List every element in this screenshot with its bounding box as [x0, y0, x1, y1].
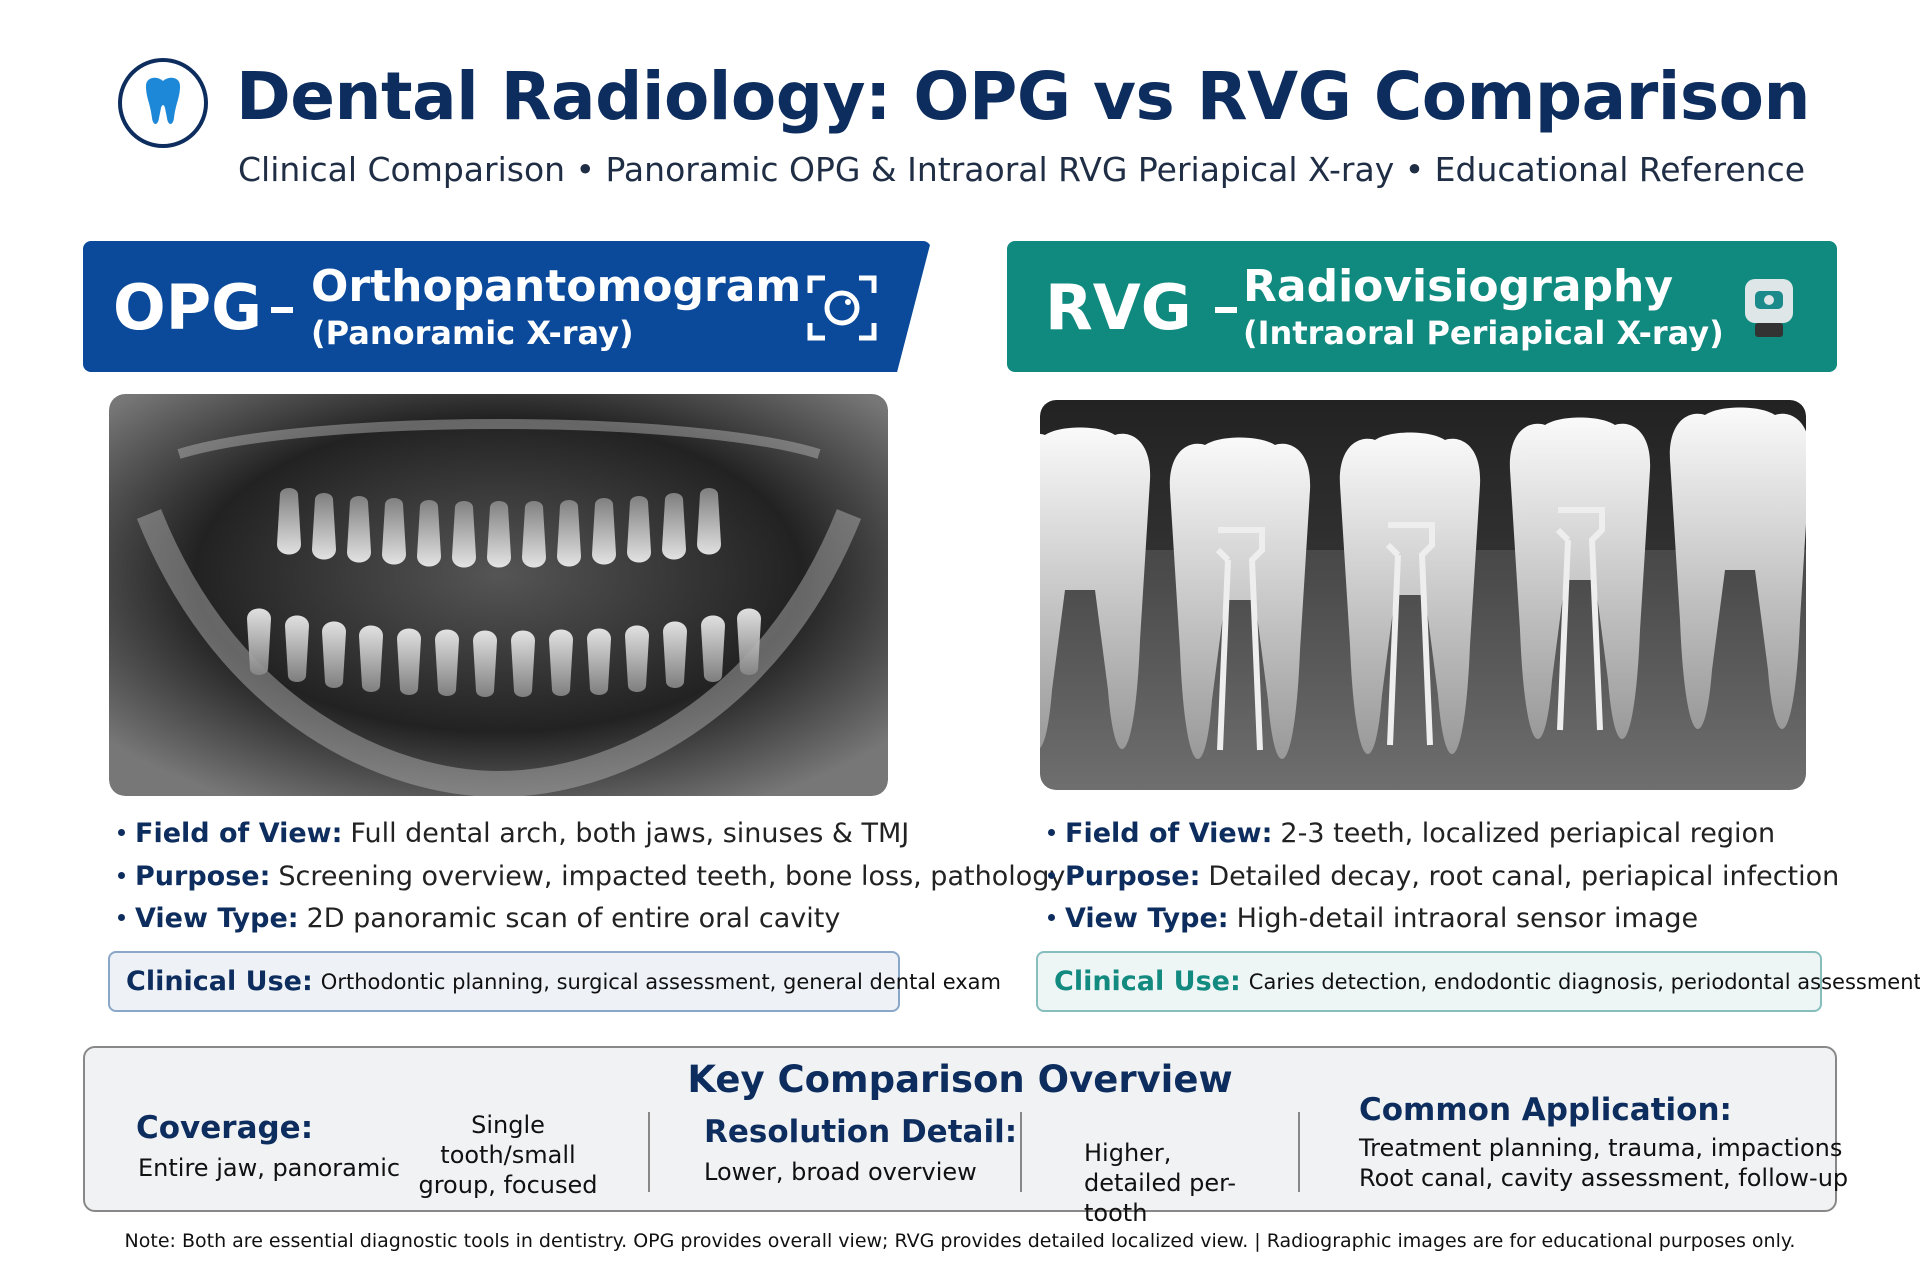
bullet-dot	[118, 871, 125, 879]
dash	[1215, 307, 1237, 313]
overview-opg: Lower, broad overview	[704, 1158, 977, 1186]
bullet-dot	[118, 828, 125, 836]
overview-opg: Treatment planning, trauma, impactions	[1359, 1134, 1843, 1162]
divider	[1298, 1112, 1300, 1192]
bullet-label: Field of View:	[1065, 818, 1273, 849]
overview-label: Resolution Detail:	[704, 1114, 1018, 1150]
sensor-icon	[1745, 279, 1793, 337]
bullet-dot	[1048, 828, 1055, 836]
bullet-text: High-detail intraoral sensor image	[1236, 903, 1699, 934]
bullet-label: Field of View:	[135, 818, 343, 849]
tooth-logo	[118, 58, 208, 148]
bullet-label: View Type:	[135, 903, 299, 934]
bullet-label: Purpose:	[1065, 861, 1201, 892]
bullet-item: View Type: 2D panoramic scan of entire or…	[118, 903, 840, 934]
bullet-label: Purpose:	[135, 861, 271, 892]
bullet-text: Screening overview, impacted teeth, bone…	[278, 861, 1066, 892]
panel-code: RVG	[1045, 271, 1192, 344]
opg-header: OPG Orthopantomogram (Panoramic X-ray)	[83, 241, 931, 372]
bullet-item: Purpose: Detailed decay, root canal, peri…	[1048, 861, 1839, 892]
page-title: Dental Radiology: OPG vs RVG Comparison	[236, 58, 1810, 135]
clinical-label: Clinical Use:	[1054, 966, 1241, 997]
clinical-use-box: Clinical Use: Orthodontic planning, surgi…	[108, 951, 1001, 1012]
panel-name: Radiovisiography	[1243, 261, 1674, 312]
overview-label: Common Application:	[1359, 1092, 1732, 1128]
bullet-label: View Type:	[1065, 903, 1229, 934]
overview-box: Key Comparison Overview Coverage: Entire…	[83, 1046, 1848, 1227]
clinical-text: Orthodontic planning, surgical assessmen…	[320, 969, 1001, 994]
clinical-label: Clinical Use:	[126, 966, 313, 997]
panel-subname: (Intraoral Periapical X-ray)	[1243, 314, 1724, 352]
panel-code: OPG	[113, 271, 263, 344]
bullet-dot	[1048, 871, 1055, 879]
divider	[1020, 1112, 1022, 1192]
dash	[271, 307, 293, 313]
bullet-text: 2D panoramic scan of entire oral cavity	[306, 903, 841, 934]
overview-label: Coverage:	[136, 1110, 314, 1146]
divider	[648, 1112, 650, 1192]
rvg-xray-image	[1040, 400, 1806, 790]
bullet-text: 2-3 teeth, localized periapical region	[1280, 818, 1776, 849]
panel-subname: (Panoramic X-ray)	[311, 314, 634, 352]
bullet-item: View Type: High-detail intraoral sensor i…	[1048, 903, 1698, 934]
bullet-item: Purpose: Screening overview, impacted tee…	[118, 861, 1065, 892]
page-subtitle: Clinical Comparison • Panoramic OPG & In…	[238, 150, 1806, 189]
panel-name: Orthopantomogram	[311, 261, 802, 312]
opg-xray-image	[109, 394, 888, 796]
bullet-item: Field of View: Full dental arch, both jaw…	[118, 818, 909, 849]
bullet-text: Full dental arch, both jaws, sinuses & T…	[350, 818, 910, 849]
overview-rvg: Root canal, cavity assessment, follow-up	[1359, 1164, 1849, 1192]
bullet-text: Detailed decay, root canal, periapical i…	[1208, 861, 1840, 892]
overview-rvg: Single tooth/small group, focused	[418, 1111, 598, 1199]
bullet-dot	[1048, 913, 1055, 921]
overview-title: Key Comparison Overview	[687, 1058, 1233, 1101]
clinical-text: Caries detection, endodontic diagnosis, …	[1248, 969, 1920, 994]
bullet-dot	[118, 913, 125, 921]
rvg-header: RVG Radiovisiography (Intraoral Periapic…	[1007, 241, 1837, 372]
bullet-item: Field of View: 2-3 teeth, localized peria…	[1048, 818, 1775, 849]
footer-note: Note: Both are essential diagnostic tool…	[124, 1230, 1796, 1252]
camera-icon	[807, 275, 877, 341]
overview-opg: Entire jaw, panoramic	[138, 1154, 401, 1182]
clinical-use-box: Clinical Use: Caries detection, endodonti…	[1036, 951, 1920, 1012]
overview-rvg: Higher, detailed per-tooth	[1084, 1139, 1237, 1227]
